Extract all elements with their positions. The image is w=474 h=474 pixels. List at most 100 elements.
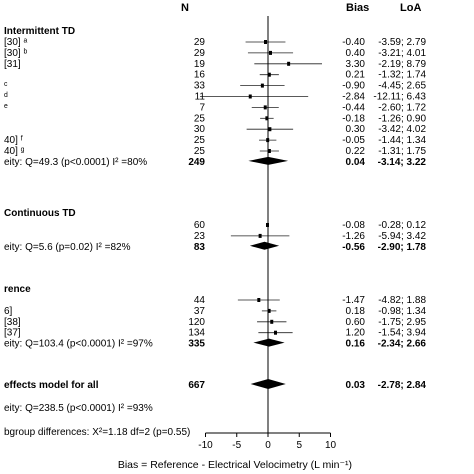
- study-n: 30: [194, 124, 206, 135]
- study-loa: -3.42; 4.02: [378, 124, 426, 135]
- study-loa: -3.59; 2.79: [378, 37, 426, 48]
- pooled-diamond: [249, 241, 280, 250]
- group-title: Continuous TD: [4, 208, 76, 219]
- study-bias: -0.44: [342, 102, 365, 113]
- x-tick-label: 0: [265, 440, 271, 451]
- overall-n: 667: [188, 380, 205, 391]
- study-n: 11: [195, 92, 206, 103]
- x-tick-label: -10: [198, 440, 213, 451]
- study-label: ᵉ: [4, 102, 8, 113]
- bias-marker: [263, 105, 267, 110]
- study-label: ᶜ: [4, 81, 8, 92]
- x-axis: -10 -5 0 5 10: [198, 16, 336, 451]
- study-loa: -12.11; 6.43: [373, 92, 426, 103]
- x-tick-label: 5: [296, 440, 302, 451]
- study-label: [30] ᵃ: [4, 37, 27, 48]
- study-bias: 0.40: [346, 48, 366, 59]
- overall-bias: 0.03: [346, 380, 366, 391]
- bias-marker: [260, 83, 264, 88]
- study-loa: -4.82; 1.88: [378, 295, 426, 306]
- pooled-label: eity: Q=103.4 (p<0.0001) I² =97%: [4, 339, 153, 350]
- study-label: 40] ᶠ: [4, 135, 24, 146]
- pooled-bias: 0.04: [346, 157, 366, 168]
- study-n: 120: [188, 317, 205, 328]
- x-axis-label: Bias = Reference - Electrical Velocimetr…: [118, 459, 352, 471]
- study-loa: -1.31; 1.75: [378, 146, 426, 157]
- bias-marker: [264, 40, 267, 44]
- study-n: 134: [188, 328, 205, 339]
- study-loa: -1.32; 1.74: [378, 70, 426, 81]
- study-n: 29: [194, 48, 206, 59]
- study-loa: -5.94; 3.42: [378, 231, 426, 242]
- bias-marker: [267, 308, 271, 313]
- study-label: [38]: [4, 317, 21, 328]
- x-tick-label: 10: [325, 440, 337, 451]
- study-loa: -3.21; 4.01: [378, 48, 426, 59]
- group-title: Intermittent TD: [4, 26, 75, 37]
- bias-marker: [270, 319, 274, 324]
- bias-marker: [248, 94, 252, 99]
- pooled-n: 83: [194, 242, 206, 253]
- header-loa: LoA: [400, 2, 421, 14]
- study-label: [37]: [4, 328, 21, 339]
- study-label: [30] ᵇ: [4, 48, 27, 59]
- study-loa: -2.60; 1.72: [378, 102, 426, 113]
- pooled-loa: -2.90; 1.78: [378, 242, 427, 253]
- study-bias: 0.18: [346, 306, 366, 317]
- study-bias: -2.84: [342, 92, 365, 103]
- pooled-label: eity: Q=49.3 (p<0.0001) I² =80%: [4, 157, 147, 168]
- study-loa: -0.28; 0.12: [378, 220, 426, 231]
- study-n: 19: [194, 59, 206, 70]
- study-bias: -1.26: [342, 231, 365, 242]
- study-n: 7: [199, 102, 205, 113]
- pooled-loa: -3.14; 3.22: [378, 157, 427, 168]
- study-bias: -1.47: [342, 295, 365, 306]
- study-n: 25: [194, 146, 206, 157]
- study-bias: -0.40: [342, 37, 365, 48]
- study-bias: 0.22: [346, 146, 366, 157]
- study-label: 40] ᵍ: [4, 146, 25, 157]
- bias-marker: [287, 61, 291, 66]
- bias-marker: [269, 50, 272, 55]
- group-title: rence: [4, 284, 31, 295]
- study-label: [31]: [4, 59, 21, 70]
- study-loa: -1.26; 0.90: [378, 113, 426, 124]
- study-bias: -0.90: [342, 81, 365, 92]
- pooled-n: 335: [188, 339, 205, 350]
- study-bias: 0.30: [346, 124, 366, 135]
- pooled-bias: 0.16: [346, 339, 366, 350]
- bias-marker: [267, 72, 271, 77]
- overall-heterogeneity: eity: Q=238.5 (p<0.0001) I² =93%: [4, 403, 153, 414]
- study-n: 33: [194, 81, 206, 92]
- study-bias: -0.05: [342, 135, 365, 146]
- header-n: N: [181, 2, 189, 14]
- pooled-n: 249: [188, 157, 205, 168]
- study-n: 44: [194, 295, 206, 306]
- study-bias: 3.30: [346, 59, 366, 70]
- pooled-bias: -0.56: [342, 242, 365, 253]
- pooled-label: eity: Q=5.6 (p=0.02) I² =82%: [4, 242, 131, 253]
- study-bias: -0.18: [342, 113, 365, 124]
- header-bias: Bias: [346, 2, 369, 14]
- bias-marker: [258, 233, 262, 238]
- forest-rows: Intermittent TD[30] ᵃ 29 -0.40 -3.59; 2.79 […: [4, 26, 426, 438]
- study-label: ᵈ: [4, 92, 8, 103]
- study-loa: -1.75; 2.95: [378, 317, 426, 328]
- study-n: 25: [194, 113, 206, 124]
- study-loa: -0.98; 1.34: [378, 306, 426, 317]
- study-n: 37: [194, 306, 206, 317]
- overall-title: effects model for all: [4, 380, 99, 391]
- study-bias: 1.20: [346, 328, 366, 339]
- study-bias: -0.08: [342, 220, 365, 231]
- pooled-loa: -2.34; 2.66: [378, 339, 427, 350]
- study-bias: 0.60: [346, 317, 366, 328]
- bias-marker: [265, 116, 269, 121]
- study-loa: -1.44; 1.34: [378, 135, 426, 146]
- study-loa: -4.45; 2.65: [378, 81, 426, 92]
- x-tick-label: -5: [232, 440, 241, 451]
- subgroup-difference: bgroup differences: X²=1.18 df=2 (p=0.55…: [4, 427, 190, 438]
- bias-marker: [274, 330, 277, 335]
- study-loa: -1.54; 3.94: [378, 328, 426, 339]
- study-loa: -2.19; 8.79: [378, 59, 426, 70]
